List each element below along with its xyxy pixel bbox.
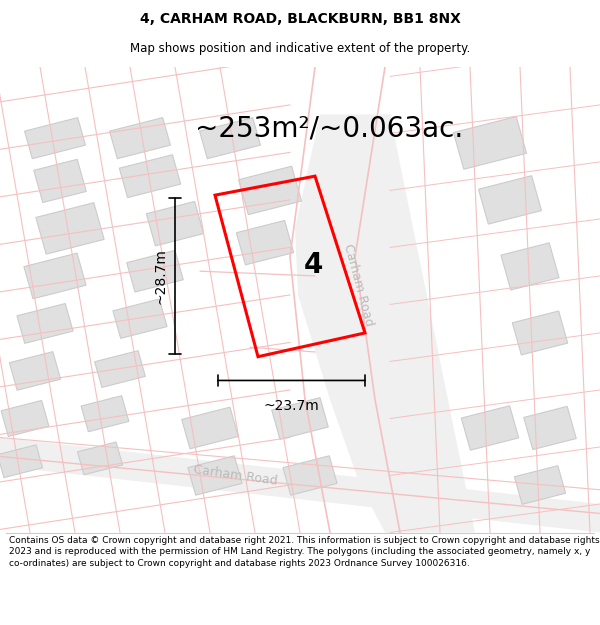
Polygon shape [461,406,518,450]
Polygon shape [272,398,328,439]
Text: Carham Road: Carham Road [341,243,375,328]
Polygon shape [10,352,61,390]
Polygon shape [119,155,181,198]
Polygon shape [182,407,238,449]
Polygon shape [501,243,559,290]
Polygon shape [236,221,293,265]
Text: Map shows position and indicative extent of the property.: Map shows position and indicative extent… [130,42,470,54]
Polygon shape [24,253,86,299]
Text: ~23.7m: ~23.7m [263,399,319,414]
Polygon shape [188,456,242,495]
Polygon shape [34,159,86,202]
Polygon shape [200,118,260,159]
Polygon shape [0,445,43,478]
Text: ~253m²/~0.063ac.: ~253m²/~0.063ac. [195,114,463,142]
Polygon shape [113,299,167,338]
Polygon shape [77,442,122,475]
Polygon shape [127,251,183,292]
Polygon shape [36,202,104,254]
Polygon shape [454,116,527,169]
Polygon shape [0,438,600,532]
Polygon shape [1,401,49,436]
Polygon shape [239,166,301,214]
Polygon shape [479,176,541,224]
Polygon shape [524,406,576,449]
Polygon shape [17,304,73,343]
Polygon shape [512,311,568,355]
Text: Contains OS data © Crown copyright and database right 2021. This information is : Contains OS data © Crown copyright and d… [9,536,599,568]
Polygon shape [25,118,85,159]
Text: 4: 4 [304,251,323,279]
Polygon shape [110,118,170,159]
Text: 4, CARHAM ROAD, BLACKBURN, BB1 8NX: 4, CARHAM ROAD, BLACKBURN, BB1 8NX [140,12,460,26]
Polygon shape [514,466,566,504]
Polygon shape [95,351,145,388]
Text: ~28.7m: ~28.7m [154,248,168,304]
Polygon shape [146,201,203,246]
Polygon shape [81,396,129,432]
Text: Carham Road: Carham Road [192,463,278,488]
Polygon shape [283,456,337,495]
Polygon shape [295,114,475,532]
